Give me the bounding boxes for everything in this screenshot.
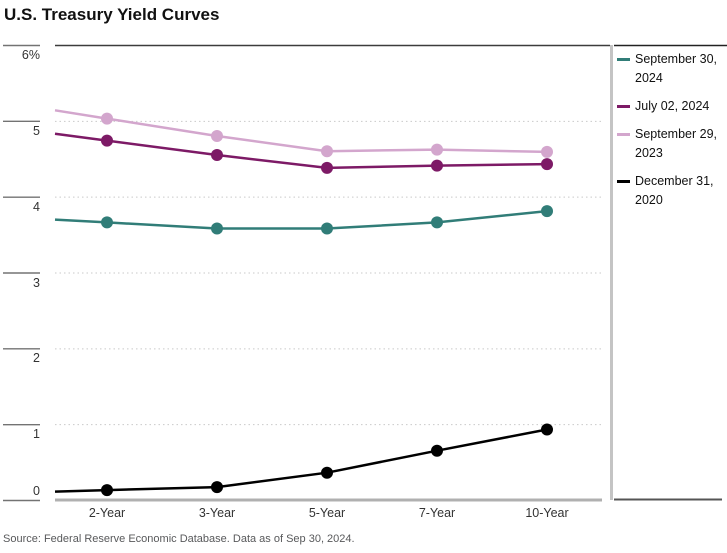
legend-label-july-02-2024: July 02, 2024 (635, 99, 710, 113)
legend-entry-september-29-2023: September 29, 2023 (617, 125, 725, 163)
data-point-september-29-2023-7-year (431, 143, 443, 156)
series-line-september-30-2024 (54, 209, 548, 230)
y-tick-label-6: 6% (21, 48, 40, 62)
y-tick-label-4: 4 (33, 199, 40, 214)
data-point-september-29-2023-5-year (321, 145, 333, 158)
data-point-september-29-2023-2-year (101, 112, 113, 125)
y-tick-label-3: 3 (33, 275, 40, 290)
legend-separator-bar (610, 45, 613, 500)
legend-dash-icon-september-29-2023 (617, 133, 630, 136)
legend-entry-december-31-2020: December 31, 2020 (617, 172, 725, 210)
x-tick-label-7-year: 7-Year (418, 506, 456, 520)
legend: September 30, 2024 July 02, 2024 September… (617, 50, 725, 219)
data-point-september-30-2024-2-year (101, 216, 113, 229)
data-point-december-31-2020-3-year (211, 481, 223, 494)
y-tick-label-1: 1 (33, 427, 40, 442)
legend-dash-icon-july-02-2024 (617, 105, 630, 108)
chart-title: U.S. Treasury Yield Curves (4, 5, 220, 24)
legend-label-december-31-2020: December 31, 2020 (635, 174, 714, 207)
data-point-july-02-2024-3-year (211, 149, 223, 161)
data-point-july-02-2024-7-year (431, 159, 443, 172)
x-tick-label-3-year: 3-Year (198, 506, 236, 520)
data-point-december-31-2020-10-year (541, 423, 553, 436)
x-tick-label-5-year: 5-Year (308, 506, 346, 520)
data-point-july-02-2024-10-year (541, 158, 553, 171)
y-tick-label-0: 0 (33, 484, 40, 498)
y-tick-label-5: 5 (33, 123, 40, 138)
data-point-december-31-2020-2-year (101, 484, 113, 497)
data-point-december-31-2020-5-year (321, 466, 333, 479)
data-point-december-31-2020-7-year (431, 444, 443, 457)
data-point-september-30-2024-10-year (541, 205, 553, 218)
x-tick-label-10-year: 10-Year (525, 506, 569, 520)
source-note: Source: Federal Reserve Economic Databas… (3, 533, 355, 545)
legend-dash-icon-september-30-2024 (617, 58, 630, 61)
data-point-september-30-2024-7-year (431, 216, 443, 229)
data-point-july-02-2024-2-year (101, 134, 113, 147)
data-point-september-29-2023-3-year (211, 130, 223, 142)
data-point-september-30-2024-3-year (211, 222, 223, 235)
series-line-july-02-2024 (54, 132, 548, 170)
legend-entry-july-02-2024: July 02, 2024 (617, 97, 725, 116)
legend-entry-september-30-2024: September 30, 2024 (617, 50, 725, 88)
data-point-september-29-2023-10-year (541, 145, 553, 158)
data-point-september-30-2024-5-year (321, 222, 333, 235)
series-line-september-29-2023 (54, 109, 548, 154)
series-line-december-31-2020 (54, 428, 548, 493)
data-point-july-02-2024-5-year (321, 161, 333, 174)
legend-label-september-30-2024: September 30, 2024 (635, 52, 717, 85)
y-tick-label-2: 2 (33, 351, 40, 366)
legend-dash-icon-december-31-2020 (617, 180, 630, 183)
legend-label-september-29-2023: September 29, 2023 (635, 127, 717, 160)
x-tick-label-2-year: 2-Year (88, 506, 126, 520)
